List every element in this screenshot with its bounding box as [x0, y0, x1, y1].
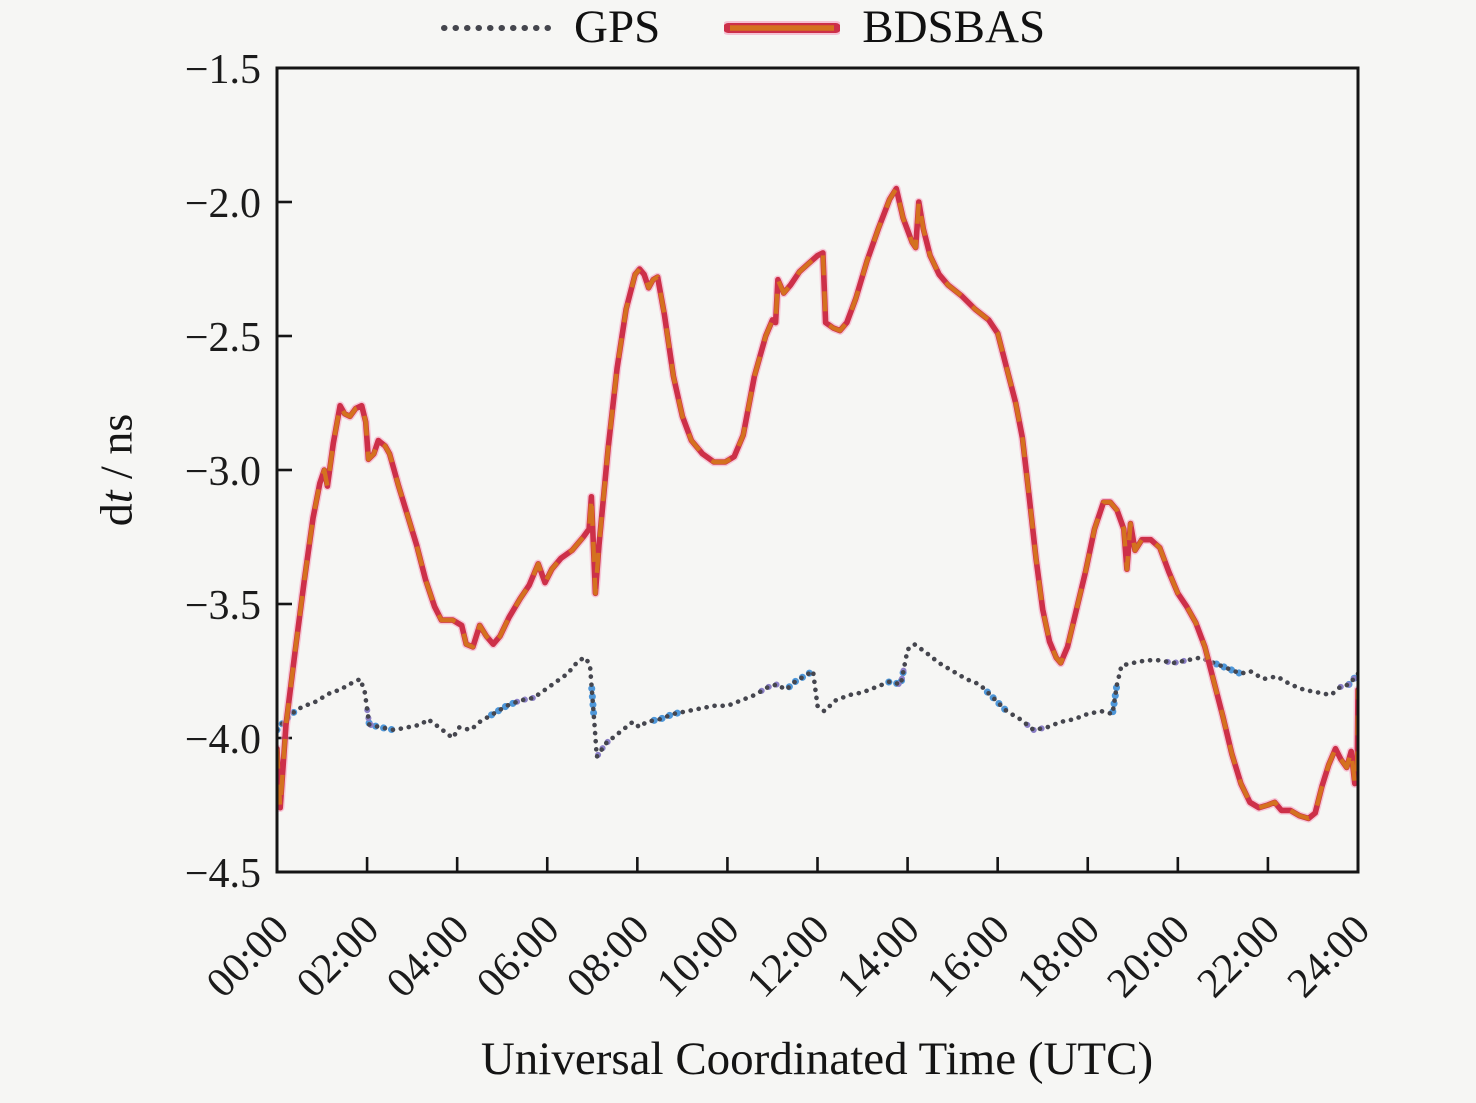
legend-label-gps: GPS — [574, 1, 661, 53]
gps-line-accent-blue — [277, 640, 1358, 761]
y-axis-title-unit: / ns — [90, 413, 142, 491]
y-axis-title: dt / ns — [90, 414, 143, 526]
gps-line-accent-purple — [277, 641, 1358, 760]
series-layer — [277, 184, 1358, 823]
x-tick-label: 14:00 — [828, 907, 928, 1007]
bdsbas-legend-swatch-icon — [724, 20, 841, 35]
plot-border — [275, 66, 1360, 874]
x-tick-label: 12:00 — [738, 907, 838, 1007]
y-axis-title-t: t — [90, 490, 142, 504]
y-tick-label: −2.0 — [185, 181, 261, 227]
y-axis-title-d: d — [90, 503, 142, 527]
gps-line — [277, 641, 1358, 760]
bdsbas-line-edge — [277, 184, 1358, 823]
legend: GPS BDSBAS — [440, 4, 1200, 51]
x-tick-label: 02:00 — [288, 907, 388, 1007]
y-tick-label: −3.0 — [185, 449, 261, 495]
x-tick-label: 06:00 — [468, 907, 568, 1007]
x-tick-label: 20:00 — [1099, 907, 1199, 1007]
legend-item-bdsbas: BDSBAS — [724, 4, 1045, 51]
legend-item-gps: GPS — [440, 4, 660, 51]
bdsbas-line-overlay — [277, 186, 1358, 821]
y-tick-label: −4.0 — [185, 717, 261, 763]
x-tick-label: 22:00 — [1189, 907, 1289, 1007]
x-tick-label: 10:00 — [648, 907, 748, 1007]
x-tick-label: 16:00 — [919, 907, 1019, 1007]
bdsbas-line — [277, 185, 1358, 822]
y-tick-label: −4.5 — [185, 851, 261, 897]
x-tick-label: 24:00 — [1279, 907, 1379, 1007]
x-tick-label: 04:00 — [378, 907, 478, 1007]
gps-legend-swatch-icon — [441, 24, 551, 31]
x-tick-label: 00:00 — [198, 907, 298, 1007]
legend-label-bdsbas: BDSBAS — [862, 1, 1046, 53]
y-tick-label: −3.5 — [185, 583, 261, 629]
x-tick-label: 18:00 — [1009, 907, 1109, 1007]
y-tick-label: −2.5 — [185, 315, 261, 361]
x-tick-label: 08:00 — [558, 907, 658, 1007]
y-tick-label: −1.5 — [185, 47, 261, 93]
x-axis-title: Universal Coordinated Time (UTC) — [480, 1033, 1154, 1085]
axes-layer: 00:0002:0004:0006:0008:0010:0012:0014:00… — [185, 47, 1379, 1007]
